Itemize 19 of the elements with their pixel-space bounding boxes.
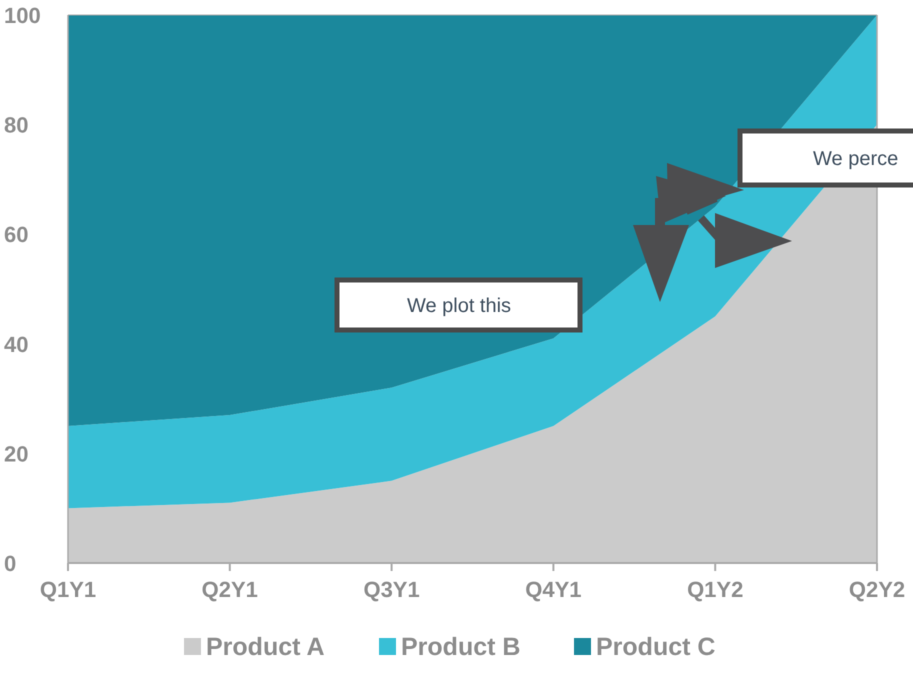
callout-box: We plot this (334, 278, 582, 332)
y-tick-label: 20 (4, 441, 28, 466)
y-tick-label: 0 (4, 551, 16, 576)
x-tick-label: Q3Y1 (363, 577, 420, 602)
legend-label: Product A (206, 633, 325, 661)
x-tick-label: Q1Y2 (687, 577, 744, 602)
y-tick-label: 40 (4, 332, 28, 357)
legend-label: Product C (596, 633, 716, 661)
y-tick-label: 100 (4, 3, 41, 28)
legend-label: Product B (401, 633, 520, 661)
callout-box: We perce (738, 128, 913, 188)
y-tick-label: 80 (4, 112, 28, 138)
x-tick-label: Q2Y2 (848, 577, 906, 602)
annotation: We plot this (406, 295, 512, 317)
x-tick-label: Q2Y1 (202, 577, 258, 602)
y-tick-label: 60 (4, 222, 28, 248)
annotation: We perce (813, 148, 898, 170)
x-tick-label: Q1Y1 (40, 577, 96, 602)
x-tick-label: Q4Y1 (525, 577, 582, 602)
